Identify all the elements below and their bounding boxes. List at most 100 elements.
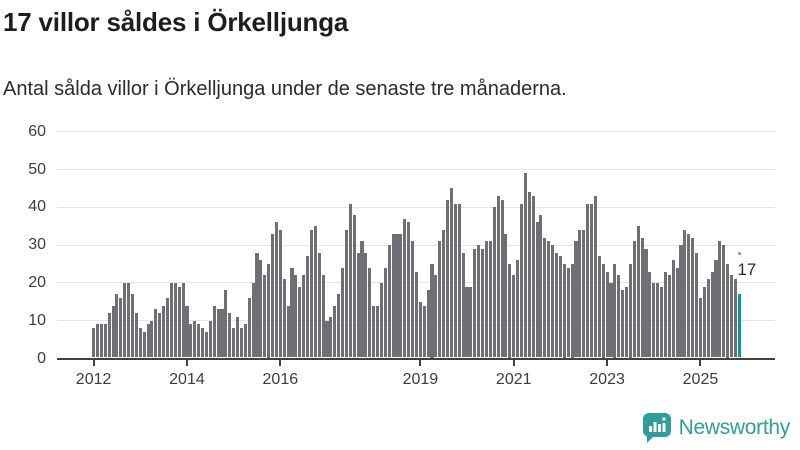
- bar: [430, 264, 434, 358]
- bar: [224, 290, 228, 358]
- bar: [500, 199, 504, 358]
- bar: [558, 256, 562, 358]
- annotation-marker-dot: [737, 252, 741, 255]
- bar: [695, 252, 699, 358]
- x-axis-label: 2014: [169, 371, 205, 388]
- bar: [718, 241, 722, 358]
- bar: [247, 298, 251, 358]
- bar: [329, 316, 333, 358]
- bar: [446, 199, 450, 358]
- bar: [379, 282, 383, 358]
- bar: [473, 248, 477, 358]
- bar: [613, 264, 617, 358]
- bar: [586, 203, 590, 358]
- bar: [656, 282, 660, 358]
- bar: [652, 282, 656, 358]
- bar: [691, 237, 695, 358]
- x-axis-tick: [92, 359, 95, 366]
- y-axis-label: 0: [37, 349, 46, 367]
- bar: [154, 309, 158, 358]
- bar: [290, 267, 294, 358]
- bar: [687, 233, 691, 358]
- bar: [173, 282, 177, 358]
- bar: [294, 275, 298, 358]
- bar: [212, 305, 216, 358]
- bar: [278, 229, 282, 358]
- bar: [710, 271, 714, 358]
- bar: [484, 241, 489, 358]
- bar: [516, 260, 520, 358]
- bar: [146, 324, 150, 358]
- bar: [702, 286, 706, 358]
- bar: [414, 271, 418, 358]
- bar: [730, 275, 734, 358]
- bar: [387, 245, 391, 358]
- bar: [481, 248, 485, 358]
- bar-chart-speech-bubble-icon: [642, 413, 671, 443]
- bar: [675, 267, 679, 358]
- bar: [232, 328, 236, 358]
- bar: [181, 282, 185, 358]
- bar: [663, 271, 667, 358]
- bar: [348, 203, 352, 358]
- bar: [391, 233, 395, 358]
- bar: [115, 294, 119, 358]
- bar: [399, 233, 403, 358]
- bar: [259, 260, 263, 358]
- bar: [539, 214, 543, 358]
- gridline-y60: [57, 131, 775, 133]
- bar: [648, 271, 652, 358]
- bar: [597, 256, 601, 358]
- x-axis-tick: [699, 359, 702, 366]
- bar: [177, 286, 181, 358]
- bar: [465, 286, 469, 358]
- bar: [551, 245, 555, 358]
- bar: [411, 241, 415, 358]
- bar: [107, 313, 111, 358]
- bar: [601, 264, 605, 358]
- bar: [395, 233, 399, 358]
- bar: [162, 305, 166, 358]
- bar: [352, 214, 356, 358]
- bar: [123, 282, 127, 358]
- bar: [282, 279, 286, 358]
- bar: [119, 298, 123, 358]
- bar: [609, 282, 613, 358]
- bar: [535, 222, 539, 358]
- x-axis-tick: [185, 359, 188, 366]
- x-axis-line: [57, 357, 775, 360]
- bar: [235, 316, 240, 358]
- y-axis-label: 60: [28, 122, 46, 140]
- x-axis-label: 2023: [589, 371, 625, 388]
- bar: [714, 260, 718, 358]
- bar: [636, 226, 640, 358]
- bar: [95, 324, 100, 358]
- bar: [438, 241, 442, 358]
- bar: [679, 245, 683, 358]
- bar: [150, 320, 154, 358]
- bar: [574, 241, 578, 358]
- bar: [267, 264, 271, 358]
- bar: [504, 233, 508, 358]
- x-axis-tick: [279, 359, 282, 366]
- bar: [302, 275, 306, 358]
- bar: [243, 324, 247, 358]
- bar: [519, 203, 524, 358]
- bar: [263, 275, 267, 358]
- bar: [364, 252, 368, 358]
- bar: [426, 290, 430, 358]
- bar: [527, 192, 531, 358]
- bar: [562, 264, 566, 358]
- bar: [341, 267, 345, 358]
- y-axis-label: 10: [28, 311, 46, 329]
- bar: [453, 203, 457, 358]
- bar: [165, 298, 170, 358]
- bar: [134, 313, 138, 358]
- bar: [488, 241, 492, 358]
- bar: [543, 237, 547, 358]
- bar: [158, 313, 162, 358]
- bar: [605, 271, 609, 358]
- bar: [640, 237, 644, 358]
- bar: [407, 222, 411, 358]
